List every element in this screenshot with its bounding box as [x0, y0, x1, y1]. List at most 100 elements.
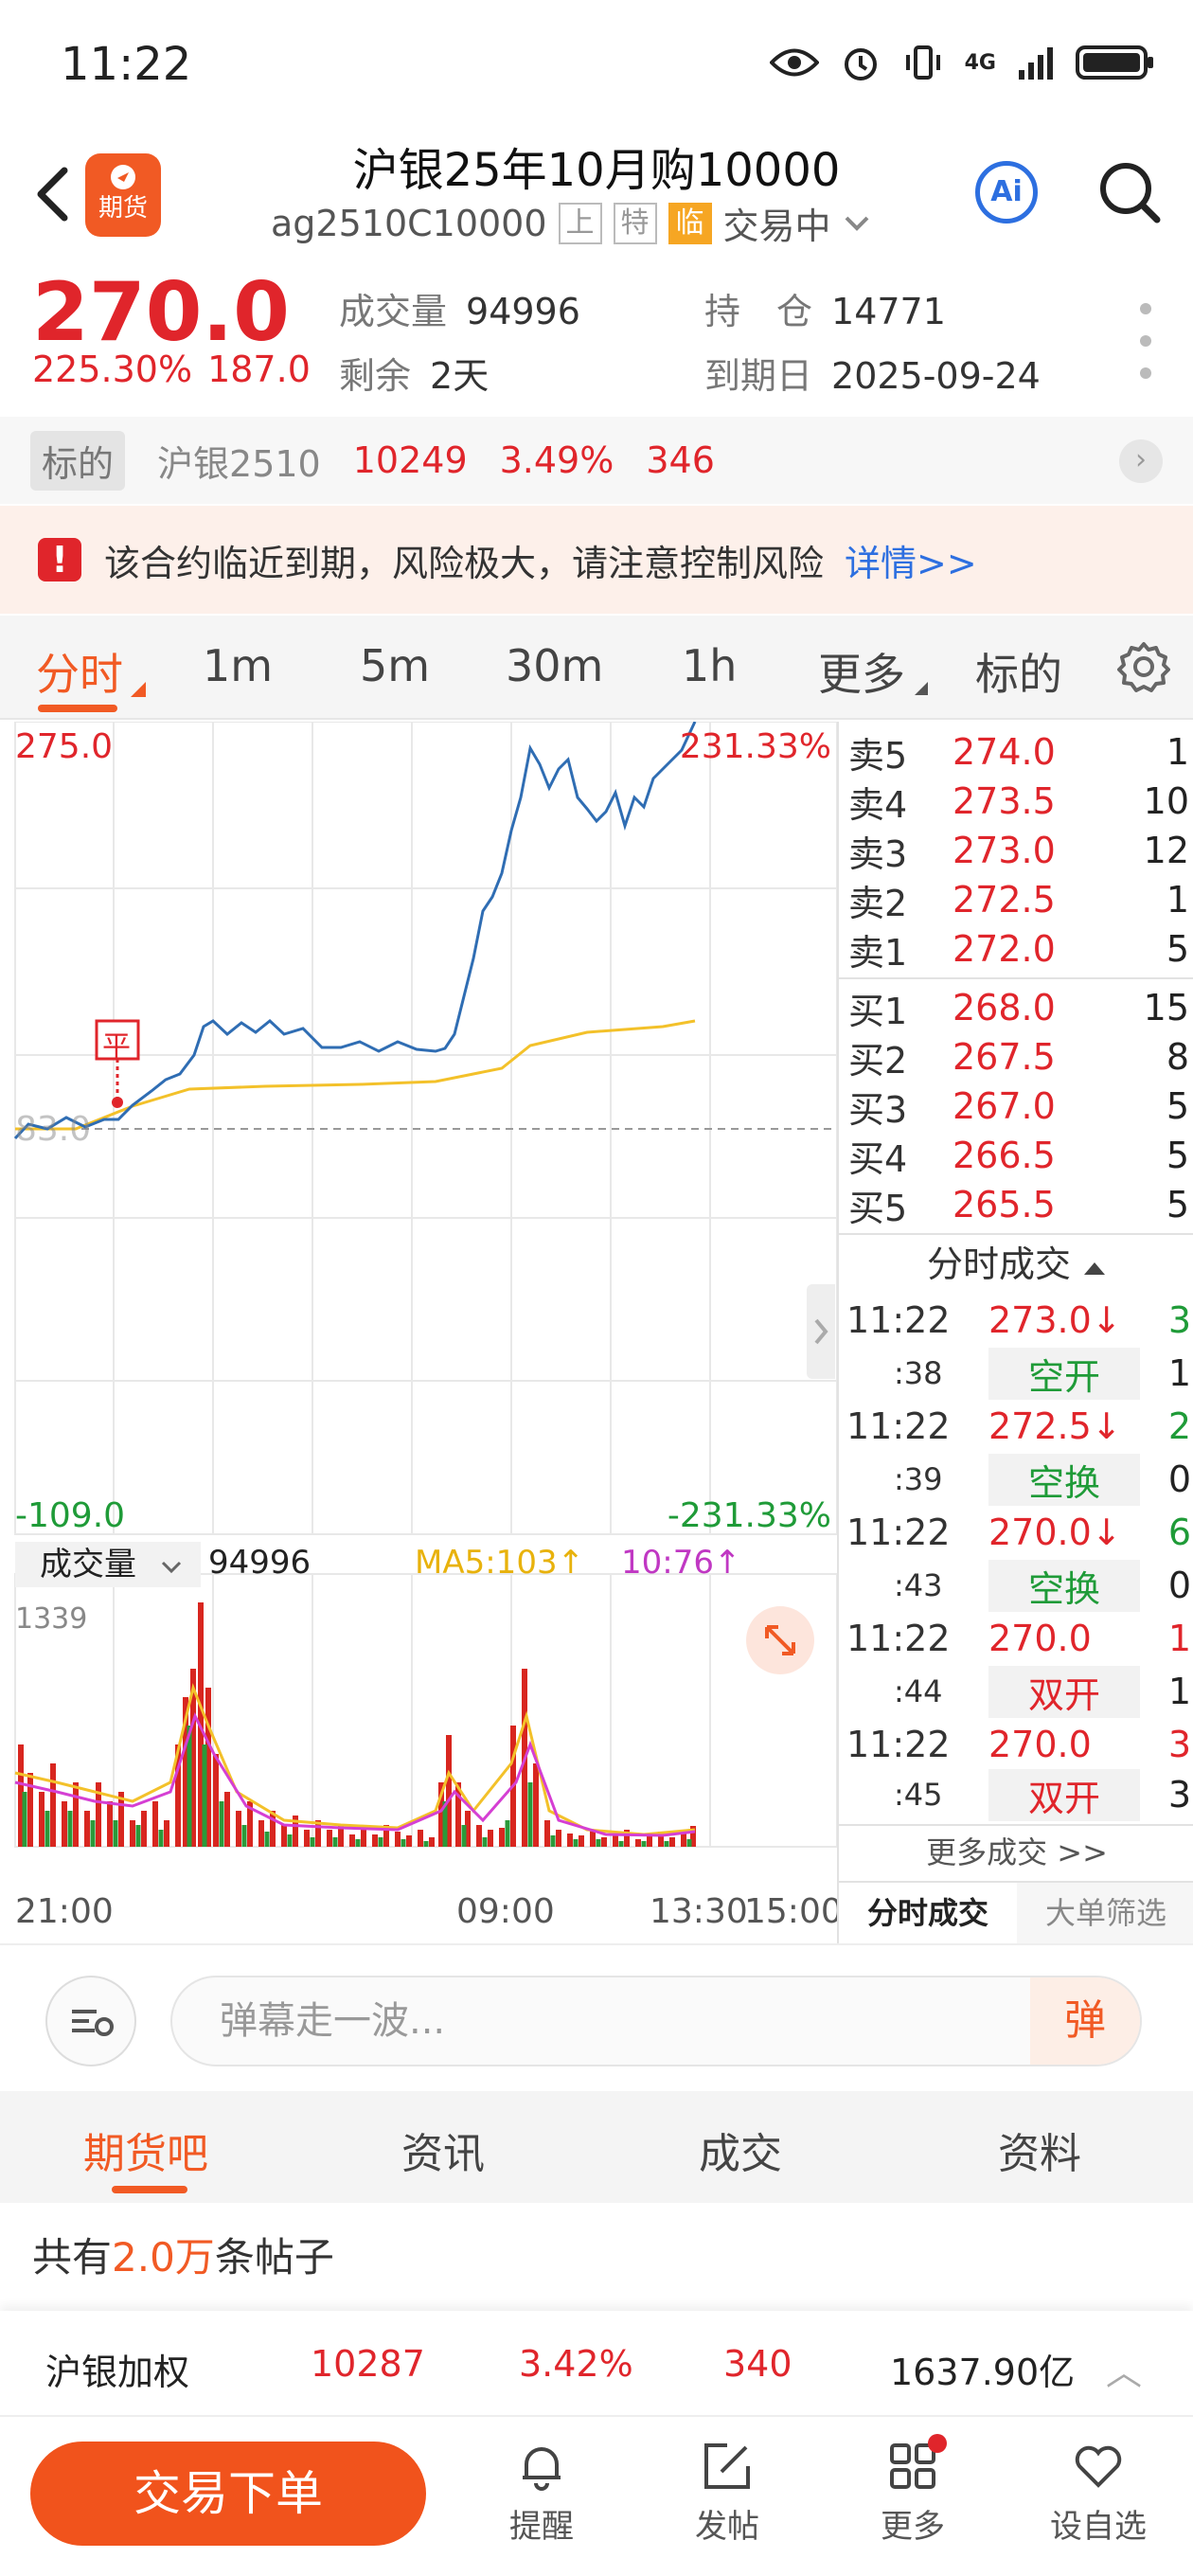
tab-underlying[interactable]: 标的	[975, 649, 1062, 700]
eye-icon	[769, 48, 819, 77]
bid-vol: 5	[1166, 1184, 1189, 1225]
tab-5m[interactable]: 5m	[360, 640, 431, 691]
warning-details-link[interactable]: 详情>>	[845, 542, 977, 584]
index-ticker[interactable]: 沪银加权 10287 3.42% 340 1637.90亿 ︿	[0, 2311, 1193, 2415]
bid-label: 买3	[848, 1088, 908, 1131]
underlying-bar[interactable]: 标的 沪银2510 10249 3.49% 346 ›	[0, 417, 1193, 504]
trade-vol: 3	[1167, 1299, 1191, 1341]
ask-price: 273.5	[953, 780, 1056, 822]
gear-icon[interactable]	[1117, 640, 1170, 693]
tab-deals[interactable]: 成交	[699, 2130, 782, 2178]
fullscreen-button[interactable]	[746, 1606, 814, 1674]
trade-kind-vol: 1	[1167, 1671, 1191, 1712]
pct-top-label: 231.33%	[679, 727, 831, 766]
risk-warning: ! 该合约临近到期，风险极大，请注意控制风险 详情>>	[0, 506, 1193, 614]
danmu-settings-button[interactable]	[45, 1976, 136, 2066]
quote-panel: 270.0 225.30% 187.0 成交量 94996 剩余 2天 持 仓 147…	[0, 265, 1193, 417]
trade-price: 270.0	[988, 1724, 1092, 1765]
tab-intraday-trades[interactable]: 分时成交	[839, 1883, 1017, 1943]
underlying-name: 沪银2510	[157, 442, 321, 485]
back-arrow-icon[interactable]	[27, 161, 83, 227]
more-trades-link[interactable]: 更多成交 >>	[839, 1824, 1193, 1877]
nav-remind[interactable]: 提醒	[475, 2438, 608, 2547]
trade-row-detail: :44 双开 1	[846, 1665, 1191, 1718]
nav-remind-label: 提醒	[509, 2508, 574, 2546]
trade-row: 11:22 270.0↓ 6	[846, 1506, 1191, 1559]
trade-kind-vol: 0	[1167, 1458, 1191, 1500]
danmu-input[interactable]: 弹幕走一波... 弹	[170, 1976, 1142, 2066]
expand-handle[interactable]	[807, 1284, 835, 1379]
tab-big-orders[interactable]: 大单筛选	[1044, 1895, 1166, 1931]
status-icons: 4G	[769, 42, 1155, 83]
change-value: 187.0	[207, 349, 311, 390]
trade-status[interactable]: 交易中	[722, 206, 831, 247]
trade-seconds: :45	[894, 1777, 943, 1813]
ask-row[interactable]: 卖2 272.5 1	[848, 875, 1189, 924]
trade-time: 11:22	[846, 1724, 951, 1765]
volume-selector[interactable]: 成交量	[15, 1542, 201, 1587]
tab-forum[interactable]: 期货吧	[83, 2130, 208, 2178]
chart-tabs: 分时 1m 5m 30m 1h 更多 标的	[0, 616, 1193, 720]
ticker-change: 340	[723, 2343, 792, 2385]
more-vertical-icon[interactable]	[1136, 303, 1155, 379]
bid-row[interactable]: 买3 267.0 5	[848, 1082, 1189, 1131]
ask-label: 卖2	[848, 882, 908, 924]
trade-vol: 1	[1167, 1618, 1191, 1659]
chevron-down-icon[interactable]	[843, 214, 871, 233]
danmu-send-button[interactable]: 弹	[1030, 1977, 1140, 2065]
trade-row: 11:22 270.0 1	[846, 1612, 1191, 1665]
ai-button[interactable]: Ai	[975, 161, 1038, 224]
nav-watchlist[interactable]: 设自选	[1032, 2438, 1165, 2547]
subtab-underline	[112, 2186, 187, 2193]
place-order-button[interactable]: 交易下单	[30, 2442, 426, 2546]
oi-value: 14771	[831, 291, 946, 332]
trade-kind-vol: 3	[1167, 1774, 1191, 1816]
more-dropdown-icon	[915, 682, 928, 695]
tab-1h[interactable]: 1h	[682, 640, 738, 691]
pct-bottom-label: -231.33%	[667, 1496, 831, 1535]
ask-label: 卖3	[848, 832, 908, 875]
tab-news[interactable]: 资讯	[401, 2130, 485, 2178]
bid-label: 买4	[848, 1137, 908, 1180]
post-count-value: 2.0万	[112, 2234, 215, 2281]
intraday-chart[interactable]: 275.0 231.33% 83.0 平 -109.0 -231.33% 成交量…	[0, 722, 843, 1943]
expiry-label: 到期日	[704, 355, 813, 397]
trade-row: 11:22 272.5↓ 2	[846, 1400, 1191, 1453]
bid-price: 267.5	[953, 1036, 1056, 1078]
search-icon[interactable]	[1096, 159, 1163, 225]
trade-time: 11:22	[846, 1299, 951, 1341]
ask-row[interactable]: 卖1 272.0 5	[848, 924, 1189, 974]
alarm-icon	[844, 48, 877, 80]
nav-more[interactable]: 更多	[846, 2434, 979, 2547]
tab-intraday[interactable]: 分时	[36, 649, 123, 700]
bid-row[interactable]: 买1 268.0 15	[848, 983, 1189, 1032]
order-book: 卖5 274.0 1 卖4 273.5 10 卖3 273.0 12 卖2 272.5 1 卖1…	[837, 722, 1193, 1943]
oi-label: 持 仓	[704, 291, 813, 332]
trade-row: 11:22 273.0↓ 3	[846, 1294, 1191, 1347]
nav-post[interactable]: 发帖	[661, 2438, 793, 2547]
bid-vol: 15	[1143, 987, 1189, 1029]
underlying-change: 346	[646, 439, 715, 481]
tab-more[interactable]: 更多	[818, 649, 905, 700]
ask-row[interactable]: 卖4 273.5 10	[848, 777, 1189, 826]
chevron-up-icon[interactable]: ︿	[1106, 2352, 1143, 2393]
bid-row[interactable]: 买5 265.5 5	[848, 1180, 1189, 1229]
ask-vol: 10	[1143, 780, 1189, 822]
trades-header[interactable]: 分时成交	[839, 1233, 1193, 1286]
bid-vol: 8	[1166, 1036, 1189, 1078]
underlying-pct: 3.49%	[499, 439, 614, 481]
ask-price: 273.0	[953, 830, 1056, 871]
price-line	[13, 722, 697, 1140]
tab-30m[interactable]: 30m	[506, 640, 604, 691]
chevron-right-icon[interactable]: ›	[1119, 439, 1163, 483]
bid-row[interactable]: 买4 266.5 5	[848, 1131, 1189, 1180]
tab-info[interactable]: 资料	[998, 2130, 1081, 2178]
ask-row[interactable]: 卖5 274.0 1	[848, 727, 1189, 777]
bid-row[interactable]: 买2 267.5 8	[848, 1032, 1189, 1082]
trade-marker[interactable]	[95, 1019, 140, 1108]
y-top-label: 275.0	[15, 727, 114, 766]
remain-label: 剩余	[339, 355, 412, 397]
ask-row[interactable]: 卖3 273.0 12	[848, 826, 1189, 875]
ask-vol: 1	[1166, 879, 1189, 921]
tab-1m[interactable]: 1m	[203, 640, 274, 691]
